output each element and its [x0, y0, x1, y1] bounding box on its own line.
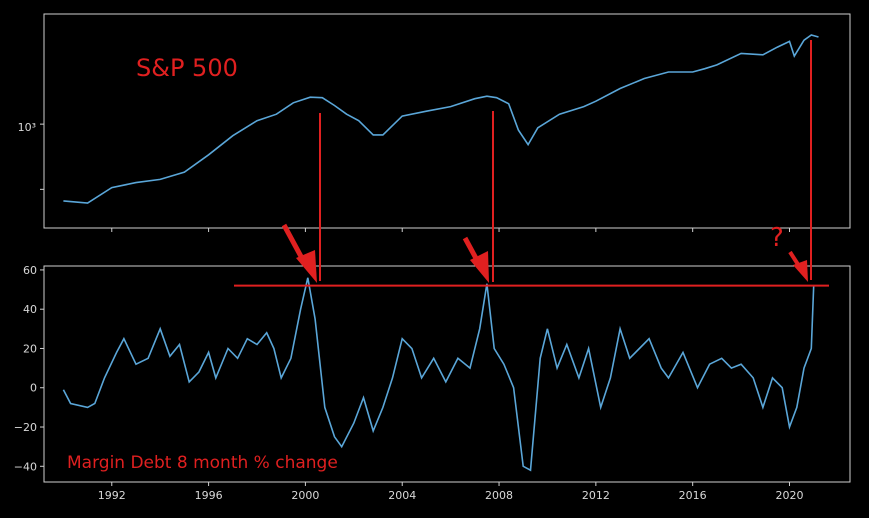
sp500-axes-frame	[43, 13, 851, 229]
sp500-panel: S&P 500 10³	[18, 13, 851, 232]
margin-debt-ticks: 60 40 20 0 −20 −40 1992 1996 2000 2004 2008 2012 201…	[14, 264, 804, 502]
sp500-ytick-label: 10³	[18, 121, 36, 134]
sp500-title: S&P 500	[136, 54, 238, 82]
margin-debt-axes-frame	[43, 265, 851, 483]
margin-debt-ytick-label: 0	[30, 382, 37, 395]
sp500-series-line	[63, 34, 819, 204]
annotations: ?	[234, 40, 829, 287]
margin-debt-title: Margin Debt 8 month % change	[67, 453, 338, 473]
arrow-2000	[281, 223, 317, 283]
margin-debt-ytick-label: 40	[23, 303, 37, 316]
margin-debt-xtick-label: 1992	[98, 489, 126, 502]
arrow-2007	[462, 236, 489, 283]
margin-debt-xtick-label: 2008	[485, 489, 513, 502]
margin-debt-ytick-label: −20	[14, 421, 37, 434]
margin-debt-xtick-label: 2020	[775, 489, 803, 502]
margin-debt-xtick-label: 1996	[195, 489, 223, 502]
question-mark-annotation: ?	[770, 223, 784, 253]
margin-debt-xtick-label: 2004	[388, 489, 416, 502]
margin-debt-ytick-label: 60	[23, 264, 37, 277]
margin-debt-ytick-label: 20	[23, 342, 37, 355]
margin-debt-xtick-label: 2016	[679, 489, 707, 502]
margin-debt-ytick-label: −40	[14, 460, 37, 473]
margin-debt-xtick-label: 2000	[291, 489, 319, 502]
sp500-ticks	[40, 123, 790, 232]
margin-debt-xtick-label: 2012	[582, 489, 610, 502]
margin-debt-panel: 60 40 20 0 −20 −40 1992 1996 2000 2004 2008 2012 201…	[14, 264, 851, 502]
margin-debt-series-line	[62, 277, 815, 472]
arrow-2020	[788, 250, 808, 282]
